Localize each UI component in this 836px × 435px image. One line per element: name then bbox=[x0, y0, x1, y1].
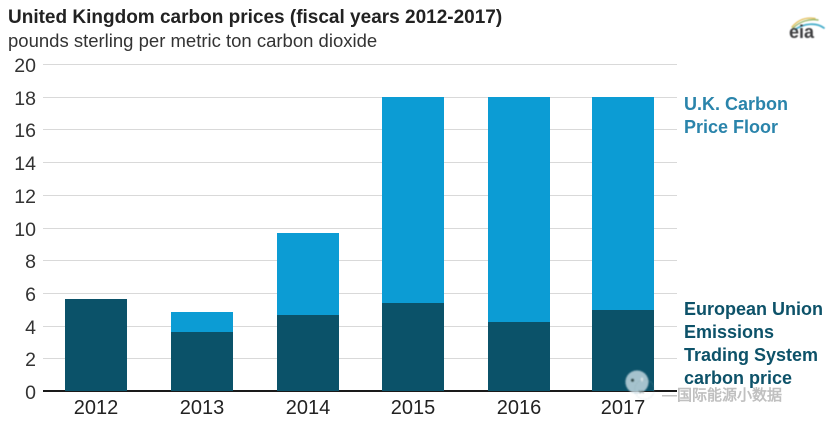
svg-text:eia: eia bbox=[789, 22, 815, 41]
